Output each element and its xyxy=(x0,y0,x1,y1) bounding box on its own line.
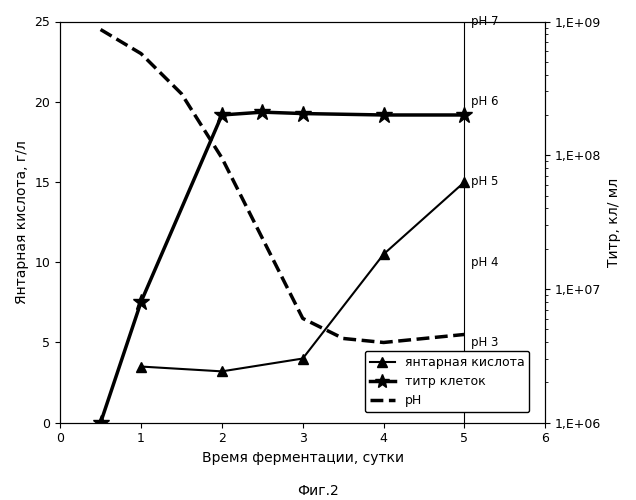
Line: янтарная кислота: янтарная кислота xyxy=(136,177,469,376)
янтарная кислота xyxy=(218,368,226,374)
Text: pH 7: pH 7 xyxy=(471,15,499,28)
Text: pH 3: pH 3 xyxy=(471,336,499,349)
титр клеток xyxy=(299,110,307,116)
Legend: янтарная кислота, титр клеток, pH: янтарная кислота, титр клеток, pH xyxy=(364,351,529,412)
титр клеток xyxy=(258,109,266,115)
pH xyxy=(420,336,428,342)
янтарная кислота xyxy=(460,179,468,185)
янтарная кислота xyxy=(380,251,387,257)
Text: pH 5: pH 5 xyxy=(471,176,499,188)
Text: pH 4: pH 4 xyxy=(471,256,499,268)
pH xyxy=(258,235,266,241)
X-axis label: Время ферментации, сутки: Время ферментации, сутки xyxy=(202,451,404,465)
Text: pH 6: pH 6 xyxy=(471,95,499,108)
титр клеток xyxy=(97,420,104,426)
Line: pH: pH xyxy=(100,30,464,343)
pH xyxy=(137,50,145,56)
pH xyxy=(299,316,307,322)
Y-axis label: Янтарная кислота, г/л: Янтарная кислота, г/л xyxy=(15,140,29,304)
Text: Фиг.2: Фиг.2 xyxy=(297,484,339,498)
титр клеток xyxy=(218,112,226,118)
янтарная кислота xyxy=(137,364,145,370)
Y-axis label: Титр, кл/ мл: Титр, кл/ мл xyxy=(607,178,621,266)
pH xyxy=(218,155,226,161)
pH xyxy=(380,340,387,345)
pH xyxy=(460,332,468,338)
pH xyxy=(97,26,104,32)
pH xyxy=(177,90,185,96)
Line: титр клеток: титр клеток xyxy=(92,104,473,431)
янтарная кислота xyxy=(299,356,307,362)
титр клеток xyxy=(460,112,468,118)
титр клеток xyxy=(137,299,145,305)
титр клеток xyxy=(380,112,387,118)
pH xyxy=(340,336,347,342)
